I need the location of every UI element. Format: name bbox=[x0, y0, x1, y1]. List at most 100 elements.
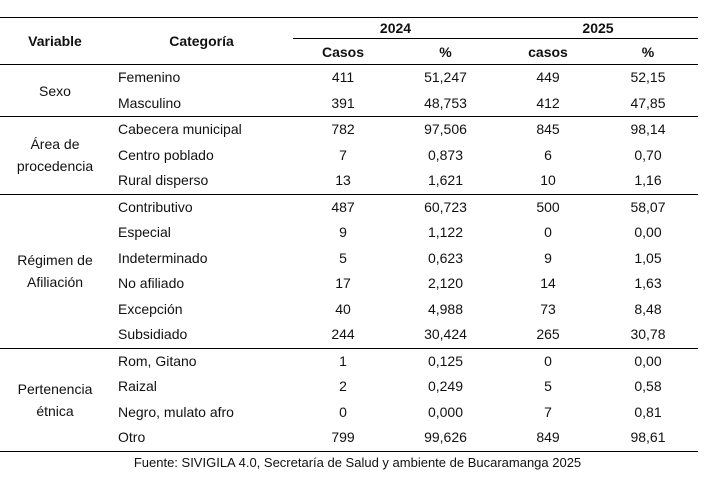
category-cell: Negro, mulato afro bbox=[118, 403, 234, 420]
pct-2025-cell: 30,78 bbox=[630, 326, 666, 342]
pct-2025-cell: 47,85 bbox=[630, 94, 666, 111]
casos-2025-cell: 5 bbox=[544, 378, 552, 394]
category-cell: Rom, Gitano bbox=[118, 352, 197, 369]
header-casos-2024: Casos bbox=[321, 43, 365, 60]
pct-2024-cell: 51,247 bbox=[424, 69, 467, 85]
pct-2025-cell: 0,58 bbox=[634, 378, 662, 394]
table-row: Masculino 391 48,753 412 47,85 bbox=[0, 91, 698, 117]
casos-2024-cell: 1 bbox=[339, 352, 347, 369]
casos-2024-cell: 13 bbox=[335, 172, 351, 188]
casos-2024-cell: 7 bbox=[339, 146, 347, 163]
casos-2025-cell: 849 bbox=[536, 429, 560, 445]
pct-2024-cell: 48,753 bbox=[424, 94, 467, 111]
table-row: Sexo Femenino 411 51,247 449 52,15 bbox=[0, 64, 698, 117]
variable-label: Afiliación bbox=[26, 274, 84, 290]
category-cell: Rural disperso bbox=[118, 172, 209, 188]
pct-2024-cell: 4,988 bbox=[427, 300, 464, 317]
pct-2024-cell: 1,122 bbox=[427, 224, 464, 240]
pct-2025-cell: 1,05 bbox=[634, 249, 662, 266]
variable-label: procedencia bbox=[16, 158, 94, 175]
casos-2024-cell: 5 bbox=[339, 249, 347, 266]
table-row: Rural disperso 13 1,621 10 1,16 bbox=[0, 168, 698, 194]
variable-cell: Sexo bbox=[0, 64, 110, 117]
category-cell: No afiliado bbox=[118, 275, 185, 291]
casos-2025-cell: 0 bbox=[544, 352, 552, 369]
header-categoria: Categoría bbox=[110, 17, 293, 65]
category-cell: Femenino bbox=[118, 69, 181, 85]
variable-cell: Régimen de Afiliación bbox=[0, 194, 110, 349]
category-cell: Subsidiado bbox=[118, 326, 188, 342]
pct-2025-cell: 98,61 bbox=[630, 429, 666, 445]
header-pct-2025: % bbox=[641, 43, 655, 60]
table-row: Otro 799 99,626 849 98,61 bbox=[0, 425, 698, 451]
casos-2025-cell: 73 bbox=[540, 300, 556, 317]
category-cell: Indeterminado bbox=[118, 249, 208, 266]
pct-2025-cell: 0,00 bbox=[634, 224, 662, 240]
category-cell: Otro bbox=[118, 429, 146, 445]
pct-2024-cell: 0,000 bbox=[427, 403, 464, 420]
casos-2025-cell: 500 bbox=[536, 198, 560, 215]
variable-label: Pertenencia bbox=[17, 380, 93, 397]
casos-2024-cell: 487 bbox=[331, 198, 355, 215]
data-table: Variable Categoría 2024 2025 Casos % cas… bbox=[0, 17, 698, 452]
table-row: Negro, mulato afro 0 0,000 7 0,81 bbox=[0, 400, 698, 426]
pct-2025-cell: 0,81 bbox=[634, 403, 662, 420]
casos-2024-cell: 411 bbox=[331, 69, 355, 85]
pct-2024-cell: 30,424 bbox=[424, 326, 467, 342]
casos-2024-cell: 0 bbox=[339, 403, 347, 420]
category-cell: Cabecera municipal bbox=[118, 121, 242, 137]
pct-2024-cell: 99,626 bbox=[424, 429, 467, 445]
casos-2025-cell: 7 bbox=[544, 403, 552, 420]
casos-2025-cell: 0 bbox=[544, 224, 552, 240]
casos-2024-cell: 799 bbox=[331, 429, 355, 445]
category-cell: Contributivo bbox=[118, 198, 193, 215]
header-year-2025: 2025 bbox=[498, 17, 698, 39]
pct-2024-cell: 97,506 bbox=[424, 121, 467, 137]
pct-2025-cell: 0,00 bbox=[634, 352, 662, 369]
variable-label: Régimen de bbox=[17, 252, 93, 268]
table-row: Especial 9 1,122 0 0,00 bbox=[0, 220, 698, 246]
pct-2024-cell: 60,723 bbox=[424, 198, 467, 215]
pct-2024-cell: 1,621 bbox=[427, 172, 464, 188]
variable-cell: Área de procedencia bbox=[0, 116, 110, 195]
category-cell: Especial bbox=[118, 224, 171, 240]
casos-2025-cell: 9 bbox=[544, 249, 552, 266]
casos-2024-cell: 40 bbox=[335, 300, 351, 317]
pct-2025-cell: 58,07 bbox=[630, 198, 666, 215]
casos-2024-cell: 244 bbox=[331, 326, 355, 342]
casos-2024-cell: 17 bbox=[335, 275, 351, 291]
table-row: Régimen de Afiliación Contributivo 487 60,72… bbox=[0, 194, 698, 349]
variable-label: Sexo bbox=[39, 82, 71, 99]
category-cell: Excepción bbox=[118, 300, 183, 317]
casos-2025-cell: 14 bbox=[540, 275, 556, 291]
header-year-2024: 2024 bbox=[293, 17, 498, 39]
variable-cell: Pertenencia étnica bbox=[0, 348, 110, 452]
table-row: Excepción 40 4,988 73 8,48 bbox=[0, 297, 698, 323]
variable-label: étnica bbox=[36, 402, 74, 419]
casos-2025-cell: 845 bbox=[536, 121, 560, 137]
pct-2025-cell: 0,70 bbox=[634, 146, 662, 163]
table-body: Sexo Femenino 411 51,247 449 52,15 Masculino 39… bbox=[0, 64, 698, 452]
pct-2025-cell: 8,48 bbox=[634, 300, 662, 317]
casos-2024-cell: 391 bbox=[331, 94, 355, 111]
casos-2025-cell: 265 bbox=[536, 326, 560, 342]
casos-2025-cell: 10 bbox=[540, 172, 556, 188]
category-cell: Raizal bbox=[118, 378, 157, 394]
source-note: Fuente: SIVIGILA 4.0, Secretaría de Salu… bbox=[133, 455, 582, 470]
table-row: Subsidiado 244 30,424 265 30,78 bbox=[0, 322, 698, 348]
header-pct-2024: % bbox=[439, 43, 452, 60]
table-row: Pertenencia étnica Rom, Gitano 1 0,125 0 0,00 bbox=[0, 348, 698, 452]
pct-2025-cell: 1,16 bbox=[634, 172, 662, 188]
casos-2024-cell: 782 bbox=[331, 121, 355, 137]
table-row: Centro poblado 7 0,873 6 0,70 bbox=[0, 143, 698, 169]
pct-2025-cell: 98,14 bbox=[630, 121, 666, 137]
casos-2025-cell: 449 bbox=[536, 69, 560, 85]
category-cell: Masculino bbox=[118, 94, 182, 111]
table-row: No afiliado 17 2,120 14 1,63 bbox=[0, 271, 698, 297]
pct-2024-cell: 2,120 bbox=[427, 275, 464, 291]
pct-2024-cell: 0,249 bbox=[427, 378, 464, 394]
header-casos-2025: casos bbox=[528, 43, 568, 60]
casos-2024-cell: 9 bbox=[339, 224, 347, 240]
variable-label: Área de bbox=[30, 136, 80, 153]
category-cell: Centro poblado bbox=[118, 146, 214, 163]
